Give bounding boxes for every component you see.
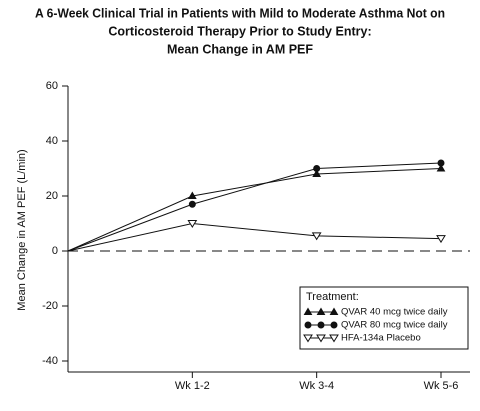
legend-box [299,286,469,350]
legend-title: Treatment: [306,291,359,303]
y-tick-label: 40 [46,135,58,147]
legend-marker [303,334,313,343]
marker [436,235,446,244]
legend-marker [330,321,338,329]
y-axis-label: Mean Change in AM PEF (L/min) [16,149,28,310]
legend-label: QVAR 40 mcg twice daily [341,307,448,318]
marker [437,159,445,167]
legend-marker [329,307,339,315]
legend-marker [304,321,312,329]
series-line [67,168,442,252]
x-tick-label: Wk 5-6 [424,380,459,392]
marker [436,164,446,172]
legend-marker [329,334,339,343]
chart-title: Corticosteroid Therapy Prior to Study En… [108,24,371,38]
marker [188,200,196,208]
y-tick-label: -20 [42,300,58,312]
x-tick-label: Wk 1-2 [175,380,210,392]
legend-marker [316,334,326,343]
series-line [67,222,442,252]
legend-label: QVAR 80 mcg twice daily [341,320,448,331]
legend-marker [316,307,326,315]
y-tick-label: 0 [52,245,58,257]
chart-title: Mean Change in AM PEF [167,42,313,56]
marker [313,165,321,172]
y-tick-label: 20 [46,190,58,202]
series-line [67,162,442,252]
y-tick-label: 60 [46,80,58,92]
marker [187,191,197,199]
legend-label: HFA-134a Placebo [341,333,421,344]
chart-title: A 6-Week Clinical Trial in Patients with… [35,6,445,20]
y-tick-label: -40 [42,355,58,367]
marker [311,232,322,241]
legend-marker [303,307,313,315]
marker [187,220,198,228]
legend-marker [317,321,325,329]
marker [312,169,322,177]
x-tick-label: Wk 3-4 [299,380,334,392]
